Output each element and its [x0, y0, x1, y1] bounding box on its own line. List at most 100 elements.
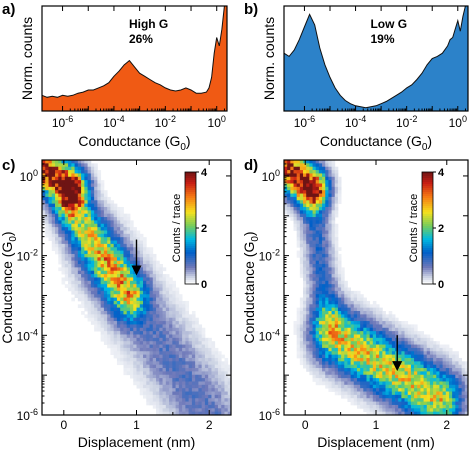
heatmap-cells: [42, 160, 232, 416]
heatmap-cell: [113, 206, 118, 211]
heatmap-cell: [156, 314, 160, 319]
heatmap-cell: [195, 394, 199, 399]
heatmap-cell: [178, 297, 183, 302]
heatmap-cell: [156, 307, 160, 312]
heatmap-cell: [162, 341, 167, 345]
heatmap-cell: [126, 371, 131, 376]
heatmap-cell: [74, 287, 79, 292]
heatmap-cell: [71, 267, 75, 272]
heatmap-cell: [398, 321, 402, 325]
heatmap-cell: [398, 347, 402, 352]
heatmap-cell: [331, 203, 336, 208]
heatmap-cell: [211, 341, 216, 345]
heatmap-cell: [372, 411, 377, 416]
heatmap-cell: [315, 213, 320, 218]
heatmap-cell: [55, 220, 59, 225]
heatmap-cell: [347, 297, 352, 302]
heatmap-cell: [103, 227, 108, 231]
heatmap-cell: [439, 357, 444, 362]
x-axis-label-main: Conductance (G: [320, 133, 422, 149]
heatmap-cell: [126, 217, 131, 221]
heatmap-cell: [299, 250, 304, 255]
heatmap-cell: [420, 411, 424, 416]
heatmap-cell: [136, 233, 141, 238]
heatmap-cell: [126, 351, 131, 356]
heatmap-cell: [188, 351, 193, 356]
heatmap-cell: [87, 294, 92, 298]
heatmap-cell: [325, 307, 329, 312]
heatmap-cell: [325, 327, 329, 332]
heatmap-cell: [126, 307, 131, 312]
heatmap-cell: [191, 347, 196, 352]
heatmap-cell: [123, 247, 128, 251]
heatmap-cell: [318, 237, 323, 241]
heatmap-cell: [309, 307, 313, 312]
heatmap-cell: [211, 374, 216, 379]
heatmap-cell: [214, 371, 219, 376]
heatmap-cell: [318, 183, 323, 188]
heatmap-cell: [448, 347, 453, 352]
heatmap-cell: [299, 166, 304, 171]
heatmap-cell: [188, 394, 193, 399]
heatmap-cell: [116, 213, 121, 218]
heatmap-cell: [116, 354, 121, 359]
heatmap-cell: [331, 378, 336, 382]
heatmap-cell: [71, 274, 75, 278]
heatmap-cell: [331, 160, 336, 164]
heatmap-cell: [74, 203, 79, 208]
heatmap-cell: [433, 384, 437, 389]
heatmap-cell: [51, 190, 56, 194]
heatmap-cell: [188, 344, 193, 349]
heatmap-cell: [152, 324, 157, 329]
heatmap-cell: [318, 371, 323, 376]
heatmap-cell: [325, 378, 329, 382]
heatmap-cell: [77, 270, 82, 275]
heatmap-cell: [159, 277, 163, 282]
heatmap-cell: [123, 230, 128, 235]
heatmap-cell: [188, 378, 193, 382]
heatmap-cell: [353, 381, 358, 386]
heatmap-cell: [287, 200, 291, 205]
heatmap-cell: [331, 193, 336, 198]
heatmap-cell: [198, 327, 203, 332]
heatmap-cell: [107, 274, 111, 278]
heatmap-cell: [208, 347, 212, 352]
heatmap-cell: [71, 270, 75, 275]
heatmap-cell: [328, 250, 332, 255]
heatmap-cell: [337, 196, 342, 201]
heatmap-cell: [97, 183, 102, 188]
y-tick-label: 10-6: [17, 407, 38, 423]
heatmap-cell: [133, 344, 137, 349]
heatmap-cell: [51, 223, 56, 228]
heatmap-cell: [110, 220, 115, 225]
heatmap-cell: [48, 223, 53, 228]
heatmap-cell: [94, 230, 98, 235]
heatmap-cell: [287, 170, 291, 174]
heatmap-cell: [448, 404, 453, 409]
heatmap-cell: [369, 361, 374, 366]
heatmap-cell: [143, 368, 147, 372]
heatmap-cell: [146, 257, 150, 262]
heatmap-cell: [337, 284, 342, 288]
heatmap-cell: [74, 220, 79, 225]
heatmap-cell: [191, 324, 196, 329]
heatmap-cell: [165, 398, 170, 402]
heatmap-cell: [309, 347, 313, 352]
heatmap-cell: [337, 287, 342, 292]
heatmap-cell: [309, 264, 313, 268]
x-axis-label-sub: 0: [180, 142, 186, 153]
colorbar-segment: [185, 264, 196, 267]
heatmap-cell: [360, 401, 364, 406]
heatmap-cell: [318, 220, 323, 225]
heatmap-cell: [328, 253, 332, 258]
heatmap-cell: [315, 374, 320, 379]
colorbar-segment: [422, 190, 433, 193]
heatmap-cell: [55, 240, 59, 245]
heatmap-cell: [414, 398, 418, 402]
heatmap-cell: [315, 274, 320, 278]
heatmap-cell: [433, 347, 437, 352]
heatmap-cell: [331, 284, 336, 288]
heatmap-cell: [74, 233, 79, 238]
heatmap-cell: [306, 341, 310, 345]
heatmap-cell: [64, 247, 69, 251]
